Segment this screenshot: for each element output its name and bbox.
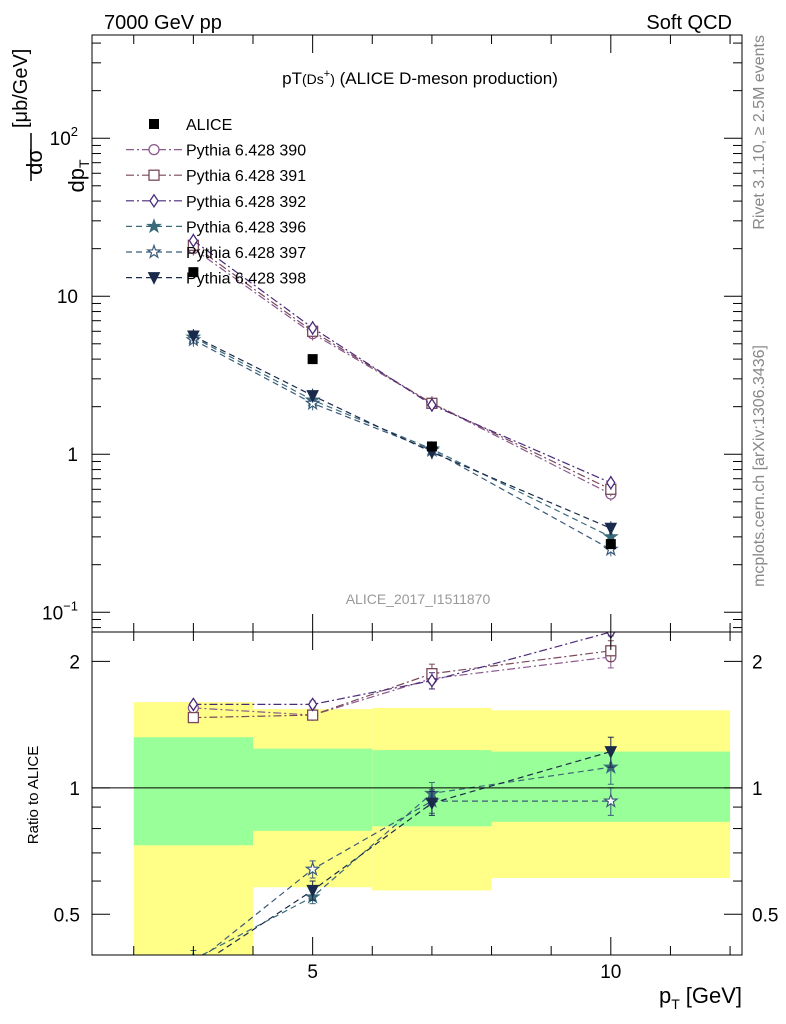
title-paren: (Ds bbox=[302, 71, 324, 87]
ratio-y-tick-label: 1 bbox=[69, 779, 80, 800]
ratio-frame bbox=[91, 631, 743, 956]
main-y-tick-label: 102 bbox=[50, 124, 78, 150]
ylabel-num: dσ bbox=[22, 149, 47, 175]
ylabel-den-text: dp bbox=[64, 168, 89, 192]
main-y-tick-label: 1 bbox=[67, 445, 78, 466]
legend-marker-alice bbox=[149, 119, 159, 129]
ratio-point-s5-2 bbox=[304, 860, 321, 876]
plot-title: pT(Ds+) (ALICE D-meson production) bbox=[282, 68, 558, 88]
ratio-point-s2-1 bbox=[187, 711, 200, 724]
x-axis-label: pT [GeV] bbox=[659, 983, 742, 1012]
header-process: Soft QCD bbox=[646, 12, 732, 34]
rivet-label: Rivet 3.1.10, ≥ 2.5M events bbox=[751, 35, 768, 230]
ratio-series-line-2 bbox=[193, 650, 611, 719]
legend-marker-5 bbox=[146, 243, 162, 259]
main-point-s6-4 bbox=[604, 522, 618, 536]
legend: ALICE Pythia 6.428 390 Pythia 6.428 391 Pyt… bbox=[126, 117, 306, 288]
title-sup: + bbox=[324, 68, 330, 80]
legend-label-3: Pythia 6.428 392 bbox=[186, 194, 306, 211]
legend-marker-3 bbox=[149, 193, 159, 208]
mcplots-label: mcplots.cern.ch [arXiv:1306.3436] bbox=[751, 345, 768, 587]
alice-point-4 bbox=[605, 539, 616, 550]
ratio-point-s3-3 bbox=[427, 673, 437, 688]
legend-label-alice: ALICE bbox=[186, 117, 232, 134]
ylabel-den: dpT bbox=[64, 159, 92, 192]
main-y-tick-label: 10−1 bbox=[42, 598, 78, 624]
alice-point-1 bbox=[188, 267, 199, 278]
tick-base: 10 bbox=[57, 287, 78, 308]
tick-base: 10 bbox=[50, 129, 71, 150]
legend-marker-6 bbox=[147, 272, 161, 285]
main-point-s6-1 bbox=[187, 330, 200, 344]
ratio-series-line-4 bbox=[200, 766, 611, 955]
main-point-s6-2 bbox=[306, 390, 319, 403]
ratio-point-s6-3 bbox=[425, 797, 439, 811]
main-point-s3-2 bbox=[307, 320, 318, 336]
ylabel-units: [μb/GeV] bbox=[10, 49, 32, 128]
tick-base: 1 bbox=[67, 445, 78, 466]
main-series-line-2 bbox=[193, 244, 612, 490]
title-rest: (ALICE D-meson production) bbox=[335, 69, 558, 88]
legend-label-2: Pythia 6.428 391 bbox=[186, 168, 306, 185]
xlabel-units: [GeV] bbox=[686, 983, 742, 1008]
ratio-y-tick-label: 2 bbox=[69, 652, 80, 673]
ratio-series-group bbox=[187, 632, 619, 975]
legend-marker-1 bbox=[148, 143, 160, 156]
ratio-point-s6-4 bbox=[604, 746, 618, 759]
main-series-line-5 bbox=[193, 339, 612, 550]
main-series-line-6 bbox=[193, 335, 612, 529]
ratio-point-s6-1 bbox=[188, 964, 199, 975]
uncertainty-band-inner-2 bbox=[253, 748, 373, 831]
ratio-point-s3-1 bbox=[188, 697, 199, 712]
analysis-watermark: ALICE_2017_I1511870 bbox=[346, 591, 491, 607]
ratio-point-s2-2 bbox=[306, 709, 319, 721]
ratio-series-line-6 bbox=[213, 751, 611, 955]
ratio-point-s5-4 bbox=[602, 792, 619, 808]
header-energy: 7000 GeV pp bbox=[104, 12, 222, 34]
tick-exponent: −1 bbox=[63, 598, 78, 613]
main-point-s3-4 bbox=[606, 475, 616, 490]
ratio-y-tick-label-right: 0.5 bbox=[752, 905, 778, 926]
title-main: pT bbox=[282, 69, 302, 88]
legend-label-4: Pythia 6.428 396 bbox=[186, 219, 306, 236]
main-point-s3-3 bbox=[427, 397, 437, 413]
main-series-line-4 bbox=[193, 336, 612, 538]
legend-label-5: Pythia 6.428 397 bbox=[186, 245, 306, 262]
y-axis-label: dσ dpT [μb/GeV] bbox=[10, 49, 92, 193]
x-tick-label: 10 bbox=[600, 962, 621, 983]
ratio-point-s5-1 bbox=[187, 958, 199, 970]
x-tick-label: 5 bbox=[307, 962, 318, 983]
main-series-line-1 bbox=[193, 248, 612, 495]
ylabel-den-sub: T bbox=[76, 159, 92, 168]
ratio-y-tick-label: 0.5 bbox=[54, 905, 80, 926]
ratio-series-line-1 bbox=[193, 656, 611, 716]
ratio-point-s3-2 bbox=[307, 697, 318, 712]
legend-marker-4 bbox=[146, 218, 162, 234]
main-y-tick-label: 10 bbox=[57, 287, 78, 308]
legend-marker-2 bbox=[148, 169, 160, 181]
alice-point-2 bbox=[307, 354, 318, 365]
ratio-series-line-5 bbox=[204, 800, 611, 955]
title-close: ) bbox=[330, 71, 335, 87]
tick-exponent: 2 bbox=[71, 124, 78, 139]
ratio-panel: 2 2 1 1 0.5 0.5 5 10 Ratio to ALICE bbox=[25, 631, 778, 983]
legend-label-6: Pythia 6.428 398 bbox=[186, 271, 306, 288]
xlabel-sub: T bbox=[671, 996, 680, 1012]
tick-base: 10 bbox=[42, 603, 63, 624]
alice-point-3 bbox=[426, 441, 437, 452]
ratio-y-axis-label: Ratio to ALICE bbox=[25, 746, 42, 844]
main-series-line-3 bbox=[193, 240, 612, 484]
ratio-series-line-3 bbox=[193, 632, 611, 706]
ratio-y-tick-label-right: 1 bbox=[752, 779, 763, 800]
uncertainty-band-inner-1 bbox=[133, 737, 254, 846]
ratio-y-tick-label-right: 2 bbox=[752, 652, 763, 673]
xlabel-p: p bbox=[659, 983, 671, 1008]
ratio-point-s6-2 bbox=[306, 884, 319, 898]
legend-label-1: Pythia 6.428 390 bbox=[186, 143, 306, 160]
main-point-s3-1 bbox=[188, 233, 199, 248]
